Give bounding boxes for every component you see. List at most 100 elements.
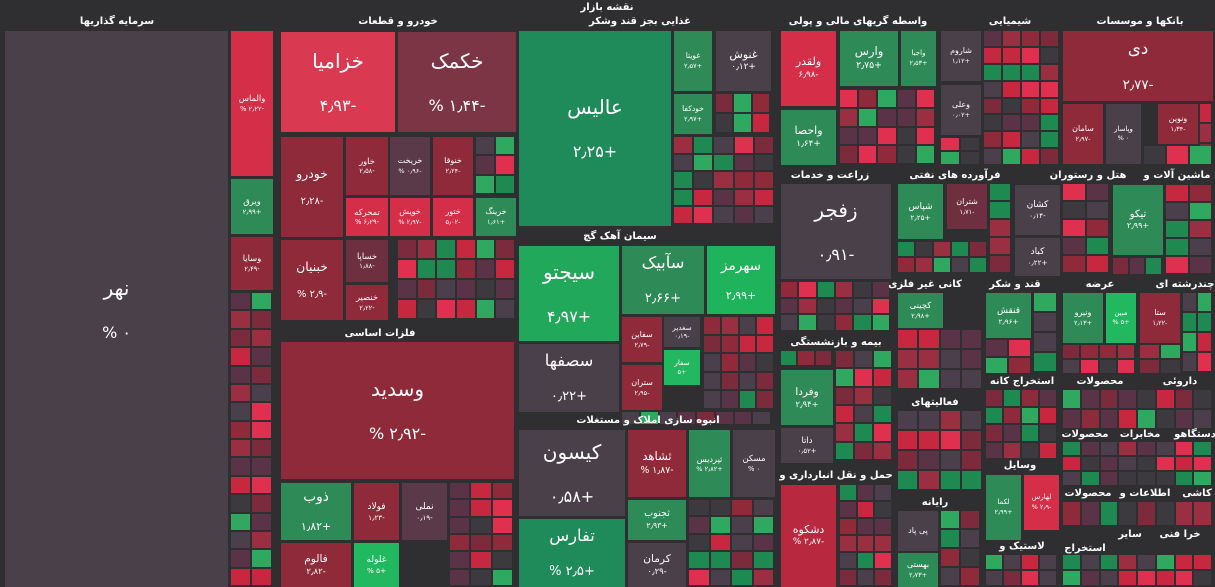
stock-tile: واحصا +۱٫۶۴ [781, 110, 836, 165]
stock-tile [471, 500, 491, 516]
stock-tile: واجیا +۲٫۵۳ [901, 31, 936, 86]
stock-tile: کچینی +۲٫۹۸ [898, 293, 943, 328]
stock-tile [252, 513, 271, 530]
stock-tile [941, 511, 959, 528]
stock-tile [739, 317, 756, 334]
stock-name: فالوم [304, 553, 328, 566]
stock-tile [1040, 390, 1056, 406]
stock-tile [1003, 115, 1020, 131]
stock-tile [1189, 257, 1211, 273]
stock-tile [1194, 571, 1211, 585]
stock-tile [398, 260, 416, 278]
stock-name: ونیرو [1074, 308, 1092, 318]
stock-tile [1156, 442, 1174, 455]
stock-tile [898, 471, 918, 489]
stock-tile [1100, 390, 1118, 408]
stock-tile [897, 127, 915, 145]
stock-change: +۲٫۹۶ [998, 316, 1019, 326]
stock-tile: کباد +۰٫۲۲ [1015, 238, 1060, 276]
stock-tile [878, 90, 896, 107]
stock-tile [984, 47, 1001, 63]
stock-tile [1119, 555, 1136, 569]
stock-tile [450, 517, 470, 533]
stock-name: مسکن [742, 453, 766, 464]
stock-tile [252, 348, 271, 365]
stock-tile [417, 240, 436, 258]
sector-title: استخراج کانه [989, 376, 1055, 387]
stock-tile [674, 172, 693, 188]
stock-tile [1009, 357, 1030, 373]
stock-tile [1063, 390, 1080, 408]
stock-name: شتران [956, 196, 978, 206]
stock-tile [471, 535, 491, 551]
stock-tile [471, 517, 491, 533]
sector-title: لاستیک و [999, 541, 1045, 552]
stock-tile [1041, 132, 1058, 148]
stock-name: وارس [854, 44, 884, 59]
stock-tile [231, 550, 250, 567]
stock-name: کرمان [643, 553, 671, 566]
stock-tile [476, 280, 495, 298]
stock-tile: پی پاد [898, 511, 938, 551]
stock-tile [1022, 149, 1039, 164]
stock-tile: کرمان -۰٫۲۹ [628, 543, 686, 587]
stock-tile [1022, 64, 1039, 80]
stock-tile [1063, 360, 1080, 373]
stock-change: -۰٫۱۹ [674, 332, 690, 341]
stock-tile [714, 172, 733, 188]
stock-tile [840, 485, 856, 500]
stock-tile: کشان -۰٫۱۴ [1015, 185, 1060, 235]
stock-tile [1003, 81, 1020, 97]
stock-tile: کیسون +۰٫۵۸ [519, 430, 625, 516]
stock-tile: خودکفا +۲٫۹۷ [674, 94, 712, 134]
stock-tile [1175, 555, 1193, 569]
stock-tile [704, 317, 720, 334]
stock-tile [836, 406, 853, 423]
stock-tile [1100, 571, 1118, 585]
stock-tile [492, 552, 512, 568]
stock-tile [1166, 185, 1188, 201]
stock-tile [1040, 407, 1056, 423]
stock-tile [1086, 256, 1108, 272]
sector-title: فعالیتهای [911, 397, 959, 408]
sector-title: فرآورده های نفتی [909, 170, 1001, 181]
stock-change: -۴٫۹۳ [319, 95, 357, 115]
stock-tile [753, 517, 773, 533]
stock-tile [476, 175, 494, 193]
stock-tile [1166, 221, 1188, 237]
stock-name: شاروم [950, 46, 972, 56]
stock-tile [874, 424, 891, 441]
sector-title: استخراج [1064, 543, 1106, 554]
stock-tile [859, 146, 877, 163]
stock-tile [1189, 203, 1211, 219]
stock-name: وفردا [795, 385, 819, 398]
stock-tile [961, 138, 979, 150]
stock-tile [252, 329, 271, 347]
stock-tile [961, 451, 981, 469]
stock-tile [1161, 345, 1180, 358]
stock-tile [754, 154, 773, 171]
stock-tile [986, 390, 1002, 406]
stock-tile: خودرو -۲٫۲۸ [281, 137, 343, 237]
stock-tile [898, 350, 918, 368]
stock-tile [855, 424, 872, 441]
sector-title: فلزات اساسی [344, 328, 416, 339]
sector-title: خودرو و قطعات [358, 16, 438, 27]
stock-tile [934, 258, 950, 272]
stock-tile [496, 137, 514, 155]
stock-change: +۲٫۹۹ [242, 207, 262, 216]
stock-change: +۲٫۵۳ [909, 58, 928, 67]
stock-change: -۱٫۷۱ [959, 207, 975, 216]
stock-change: +۲٫۵ % [549, 564, 595, 580]
stock-change: +۲٫۲۵ [572, 142, 618, 162]
stock-tile [941, 549, 959, 566]
stock-tile [1138, 442, 1155, 455]
stock-tile: خویش -۲٫۹۷ % [390, 198, 430, 236]
stock-tile [1022, 407, 1038, 423]
stock-tile [231, 293, 250, 310]
stock-tile [754, 172, 773, 188]
stock-name: خاور [359, 155, 375, 166]
stock-tile [734, 94, 751, 112]
stock-change: +۴٫۹۷ [546, 307, 592, 327]
stock-tile [799, 315, 816, 330]
